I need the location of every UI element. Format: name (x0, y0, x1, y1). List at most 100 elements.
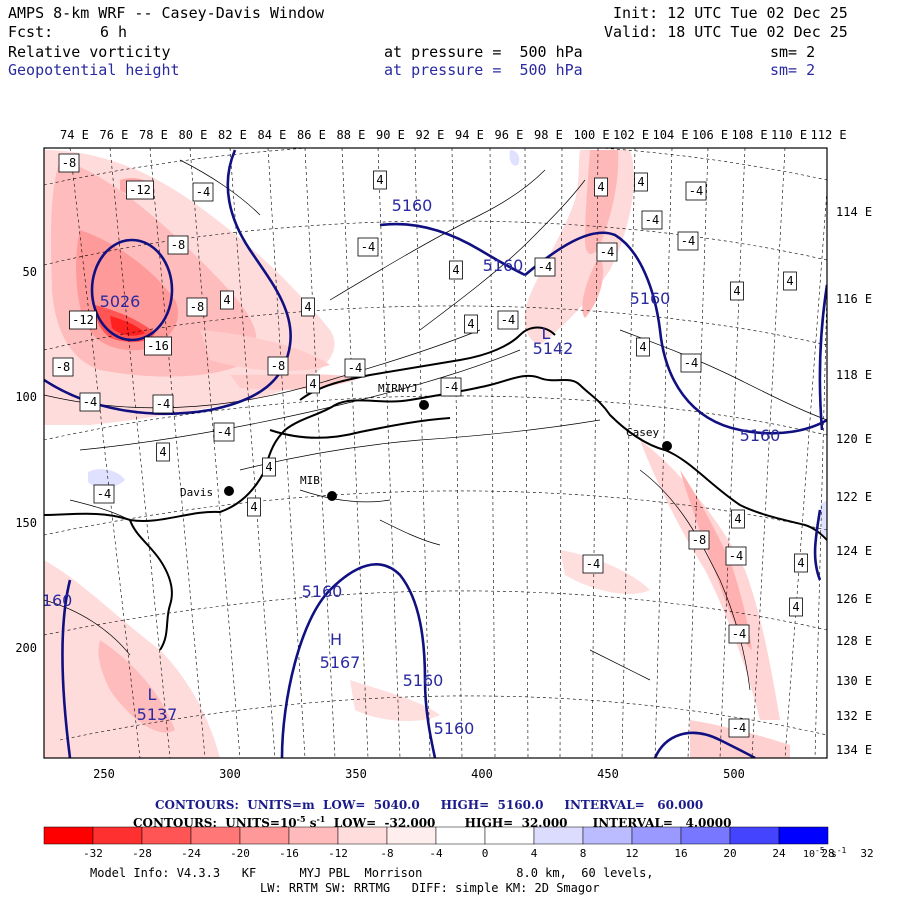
vorticity-label: -4 (440, 377, 462, 397)
svg-text:4: 4 (223, 293, 230, 307)
vorticity-label: -4 (357, 237, 379, 257)
lat-lon-grid (44, 148, 827, 758)
svg-text:4: 4 (639, 340, 646, 354)
station-label-mib: MIB (300, 474, 320, 487)
top-axis-labels: 74 E 76 E 78 E 80 E 82 E 84 E 86 E 88 E 90 E 92 E… (60, 128, 847, 142)
vorticity-label: -4 (213, 422, 235, 442)
svg-text:-4: -4 (729, 549, 743, 563)
height-label: 5160 (434, 719, 475, 738)
model-info: Model Info: V4.3.3 KF MYJ PBL Morrison 8… (90, 866, 654, 880)
top-axis-label: 92 E (416, 128, 445, 142)
svg-text:4: 4 (452, 263, 459, 277)
vorticity-label: -4 (641, 210, 663, 230)
vorticity-label: -12 (126, 180, 154, 200)
svg-text:-4: -4 (732, 627, 746, 641)
top-axis-label: 74 E (60, 128, 89, 142)
right-axis-label: 134 E (836, 743, 872, 757)
colorbar-tick-label: 12 (625, 847, 638, 860)
colorbar-tick-label: -32 (83, 847, 103, 860)
colorbar: -32 -28 -24 -20 -16 -12 -8 -4 0 4 8 12 16 20 24 28 32 10-… (43, 826, 874, 860)
colorbar-tick-label: -28 (132, 847, 152, 860)
svg-text:-8: -8 (190, 300, 204, 314)
vorticity-label: -8 (186, 297, 208, 317)
top-axis-label: 84 E (258, 128, 287, 142)
station-label-casey: Casey (626, 426, 659, 439)
vorticity-label: -4 (582, 554, 604, 574)
svg-text:4: 4 (637, 175, 644, 189)
bottom-axis-label: 500 (723, 767, 745, 781)
vorticity-label: -4 (728, 718, 750, 738)
vorticity-label: -16 (144, 336, 172, 356)
right-axis-label: 124 E (836, 544, 872, 558)
svg-text:4: 4 (734, 512, 741, 526)
vorticity-label: 4 (794, 553, 808, 573)
vorticity-label-layer: -8 -12 -4 -8 -8 -12 -16 -8 -4 -4 -8 4 4 4 -4 4 4 -4 -4 4 4 -4… (52, 153, 808, 738)
colorbar-tick-label: 28 (821, 847, 834, 860)
top-axis-label: 108 E (732, 128, 768, 142)
colorbar-swatch (729, 826, 780, 845)
vorticity-label: 4 (730, 281, 744, 301)
vorticity-label: 4 (306, 374, 320, 394)
svg-text:-4: -4 (501, 313, 515, 327)
left-axis-labels: 50 100 150 200 (15, 265, 37, 655)
top-axis-label: 82 E (218, 128, 247, 142)
top-axis-label: 112 E (811, 128, 847, 142)
vorticity-label: 4 (449, 260, 463, 280)
colorbar-tick-label: 20 (723, 847, 736, 860)
bottom-axis-label: 450 (597, 767, 619, 781)
map-frame (43, 147, 828, 759)
colorbar-tick-label: 8 (580, 847, 587, 860)
colorbar-tick-label: -24 (181, 847, 201, 860)
vorticity-label: 4 (636, 337, 650, 357)
fcst-value: 6 h (100, 23, 128, 41)
map-title: AMPS 8-km WRF -- Casey-Davis Window (8, 4, 325, 22)
vorticity-label: 4 (783, 271, 797, 291)
vorticity-label: -4 (79, 392, 101, 412)
colorbar-tick-label: -4 (429, 847, 443, 860)
vorticity-label: -8 (52, 357, 74, 377)
contours-vort-info: CONTOURS: UNITS=10-5 s-1 LOW= -32.000 HI… (133, 814, 732, 830)
colorbar-tick-label: 4 (531, 847, 538, 860)
height-label: 5137 (137, 705, 178, 724)
right-axis-labels: 114 E 116 E 118 E 120 E 122 E 124 E 126 E 128 E… (836, 205, 872, 757)
station-dot-casey (662, 441, 672, 451)
svg-text:4: 4 (597, 180, 604, 194)
top-axis-label: 106 E (692, 128, 728, 142)
vorticity-label: 4 (594, 177, 608, 197)
height-label: 5160 (630, 289, 671, 308)
svg-text:-4: -4 (348, 361, 362, 375)
height-label: 5160 (302, 582, 343, 601)
field1-name: Relative vorticity (8, 43, 171, 61)
left-axis-label: 150 (15, 516, 37, 530)
vorticity-label: -4 (534, 257, 556, 277)
vorticity-label: -4 (680, 353, 702, 373)
vorticity-label: 4 (156, 442, 170, 462)
colorbar-tick-label: 32 (860, 847, 873, 860)
colorbar-tick-label: -16 (279, 847, 299, 860)
pressure-center-letter: L (542, 324, 551, 343)
station-dot-mib (327, 491, 337, 501)
fcst-label: Fcst: (8, 23, 54, 41)
vorticity-label: 4 (301, 297, 315, 317)
vorticity-label: -8 (58, 153, 80, 173)
colorbar-swatch (43, 826, 94, 845)
field1-smooth: sm= 2 (770, 43, 816, 61)
top-axis-label: 94 E (455, 128, 484, 142)
top-axis-label: 110 E (771, 128, 807, 142)
right-axis-label: 122 E (836, 490, 872, 504)
right-axis-label: 128 E (836, 634, 872, 648)
bottom-axis-label: 300 (219, 767, 241, 781)
vorticity-label: 4 (634, 172, 648, 192)
colorbar-tick-label: -12 (328, 847, 348, 860)
height-label: 5160 (740, 426, 781, 445)
vorticity-label: 4 (262, 457, 276, 477)
svg-text:4: 4 (786, 274, 793, 288)
svg-text:-12: -12 (129, 183, 151, 197)
vorticity-label: -4 (728, 624, 750, 644)
svg-text:-4: -4 (586, 557, 600, 571)
colorbar-tick-label: 16 (674, 847, 687, 860)
vorticity-label: -4 (677, 231, 699, 251)
field2-level: at pressure = 500 hPa (384, 61, 583, 79)
colorbar-tick-label: 0 (482, 847, 489, 860)
vorticity-label: 4 (789, 597, 803, 617)
